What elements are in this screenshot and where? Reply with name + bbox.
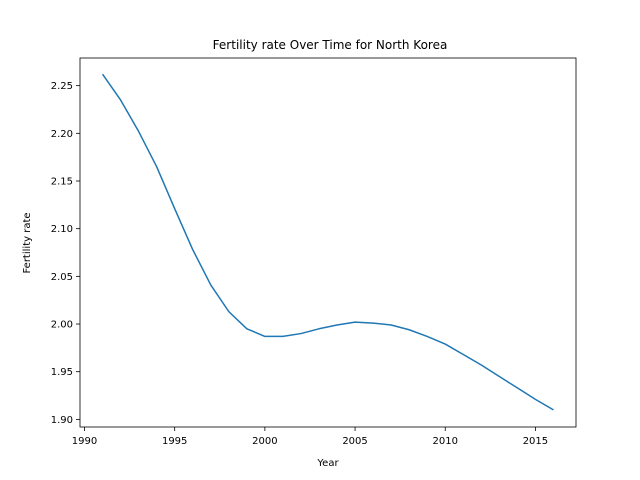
x-tick-label: 2015 [523, 436, 548, 447]
y-tick-label: 2.05 [51, 272, 73, 283]
y-tick-label: 1.95 [51, 367, 73, 378]
y-tick-label: 1.90 [51, 415, 73, 426]
x-axis: 1990 1995 2000 2005 2010 2015 [72, 427, 548, 447]
plot-area [101, 73, 554, 411]
x-tick-label: 1995 [162, 436, 187, 447]
y-tick-label: 2.15 [51, 177, 73, 188]
y-axis: 1.90 1.95 2.00 2.05 2.10 2.15 2.20 2.25 [51, 81, 80, 426]
y-tick-label: 2.00 [51, 320, 73, 331]
x-tick-label: 1990 [72, 436, 97, 447]
y-tick-label: 2.20 [51, 129, 73, 140]
x-tick-label: 2005 [342, 436, 367, 447]
axes-frame [79, 57, 577, 428]
x-axis-label: Year [316, 458, 339, 469]
x-tick-label: 2010 [433, 436, 458, 447]
chart-title: Fertility rate Over Time for North Korea [213, 38, 448, 52]
y-tick-label: 2.10 [51, 224, 73, 235]
y-tick-label: 2.25 [51, 81, 73, 92]
x-tick-label: 2000 [252, 436, 277, 447]
y-axis-label: Fertility rate [22, 212, 33, 273]
series-line-0 [101, 73, 554, 411]
